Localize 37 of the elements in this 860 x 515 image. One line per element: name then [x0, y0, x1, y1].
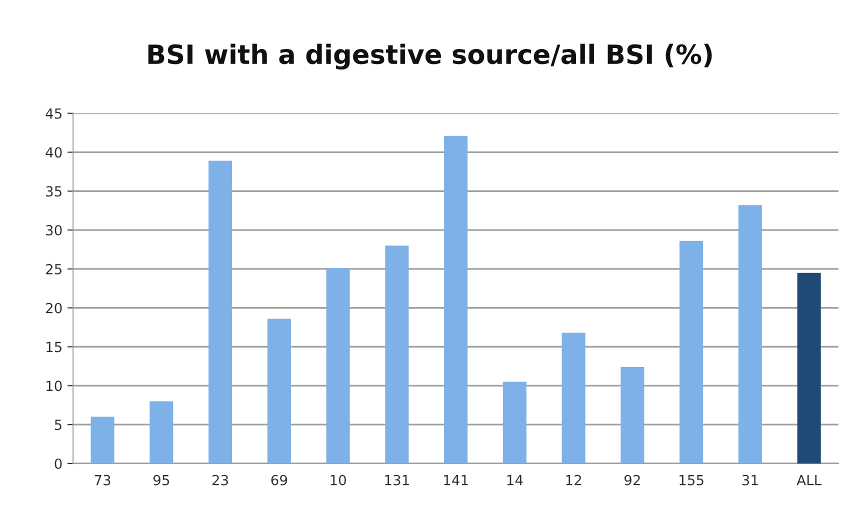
x-tick-label: 141 [444, 475, 468, 486]
chart-title: BSI with a digestive source/all BSI (%) [148, 44, 712, 70]
bar [326, 268, 350, 464]
x-tick-label: 92 [624, 474, 640, 486]
x-tick-label: 31 [742, 474, 758, 486]
y-tick-label: 5 [54, 420, 62, 430]
bar [620, 367, 644, 464]
x-tick-label: 12 [566, 474, 581, 486]
bar [208, 160, 232, 464]
bar [150, 401, 174, 464]
bar [385, 246, 409, 464]
y-tick-label: 10 [46, 380, 62, 392]
bar [738, 205, 762, 464]
y-tick-label: 15 [46, 342, 62, 352]
y-tick-label: 30 [46, 225, 62, 236]
x-tick-label: 73 [94, 474, 110, 486]
y-tick-label: 35 [46, 186, 62, 197]
bar [562, 332, 586, 464]
bar [502, 382, 526, 464]
bar [680, 240, 704, 464]
x-tick-label: 69 [271, 474, 288, 486]
bar [90, 416, 114, 464]
x-tick-label: 10 [330, 474, 346, 486]
bar [797, 272, 821, 464]
x-tick-label: 155 [680, 475, 704, 486]
bar [267, 318, 291, 464]
y-tick-label: 25 [46, 264, 62, 274]
y-tick-label: 0 [54, 458, 62, 469]
x-tick-label: 131 [385, 474, 409, 486]
x-tick-label: ALL [796, 475, 822, 486]
y-tick-label: 40 [46, 147, 62, 158]
x-tick-label: 14 [507, 475, 523, 486]
x-tick-label: 23 [212, 474, 228, 486]
bar [444, 136, 468, 464]
x-tick-label: 95 [153, 474, 170, 486]
y-tick-label: 45 [46, 108, 62, 119]
y-tick-label: 20 [46, 302, 62, 314]
